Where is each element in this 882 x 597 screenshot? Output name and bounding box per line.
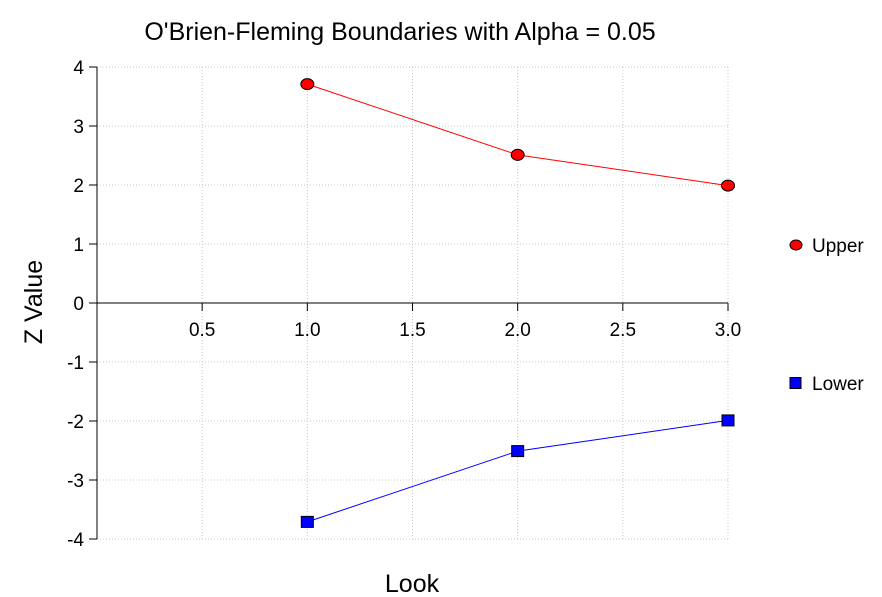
x-tick-label-5: 3.0 (715, 320, 741, 341)
y-tick-label-4: 0 (73, 294, 84, 315)
x-axis-label: Look (385, 570, 440, 597)
series-line-lower (307, 419, 729, 523)
y-tick-label-3: 1 (73, 235, 84, 256)
y-tick-label-6: -2 (67, 412, 84, 433)
y-tick-label-0: 4 (73, 58, 84, 79)
legend-marker-lower (789, 377, 802, 389)
x-tick-label-4: 2.5 (610, 320, 636, 341)
point-lower-0 (300, 515, 314, 528)
point-upper-2 (721, 179, 735, 192)
legend: Upper Lower (789, 236, 864, 395)
y-tick-label-1: 3 (73, 117, 84, 138)
chart-title: O'Brien-Fleming Boundaries with Alpha = … (144, 18, 655, 46)
x-tick-label-0: 0.5 (189, 320, 215, 341)
series-layer (300, 78, 735, 528)
y-tick-label-7: -3 (67, 471, 84, 492)
grid (97, 66, 729, 540)
legend-marker-upper (789, 239, 803, 251)
point-upper-1 (510, 148, 525, 161)
series-line-upper (307, 83, 729, 187)
y-axis-label: Z Value (20, 260, 48, 344)
legend-label-lower: Lower (812, 374, 864, 395)
y-tick-label-5: -1 (67, 353, 84, 374)
y-tick-label-2: 2 (73, 176, 84, 197)
legend-label-upper: Upper (812, 236, 864, 257)
point-lower-1 (511, 445, 525, 458)
y-tick-label-8: -4 (67, 530, 84, 551)
ticks: 4 3 2 1 0 -1 -2 -3 -4 0.5 1.0 1.5 2.0 2.5 3.0 (67, 58, 741, 551)
point-upper-0 (300, 78, 315, 91)
x-tick-label-2: 1.5 (399, 320, 425, 341)
x-tick-label-1: 1.0 (294, 320, 320, 341)
point-lower-2 (721, 414, 735, 427)
x-tick-label-3: 2.0 (504, 320, 530, 341)
